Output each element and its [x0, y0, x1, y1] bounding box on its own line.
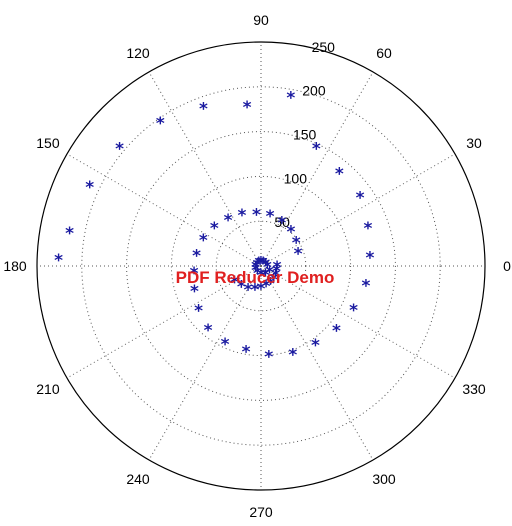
data-point: *: [192, 247, 201, 267]
radial-gridline: [260, 265, 456, 379]
radial-gridline: [260, 153, 456, 267]
data-point: *: [365, 248, 374, 268]
radius-tick-label: 200: [302, 83, 326, 99]
radial-gridline: [148, 71, 262, 267]
data-point: *: [190, 282, 199, 302]
data-point: *: [266, 274, 275, 294]
data-point: *: [257, 280, 266, 300]
data-point: *: [243, 98, 252, 118]
data-point: *: [263, 258, 272, 278]
concentric-gridline: [215, 220, 307, 312]
watermark-text: PDF Reducer Demo: [176, 268, 335, 287]
data-point: *: [312, 139, 321, 159]
data-point: *: [269, 271, 278, 291]
data-point: *: [115, 139, 124, 159]
radius-tick-label: 250: [312, 39, 336, 55]
data-point: *: [287, 222, 296, 242]
angle-tick-label: 150: [36, 135, 60, 151]
data-point: *: [210, 219, 219, 239]
data-series: *************************************** *…: [54, 89, 374, 368]
radial-gridline: [260, 265, 374, 461]
angle-tick-label: 210: [36, 381, 60, 397]
data-point: *: [265, 263, 274, 283]
data-point: *: [204, 321, 213, 341]
data-point: *: [244, 281, 253, 301]
data-point: *: [362, 277, 371, 297]
data-point: *: [273, 258, 282, 278]
data-point: *: [85, 178, 94, 198]
radial-gridline: [66, 265, 262, 379]
radial-gridline: [148, 265, 262, 461]
data-point: *: [257, 254, 266, 274]
data-point: *: [221, 335, 230, 355]
data-point: *: [363, 219, 372, 239]
angle-tick-label: 300: [372, 471, 396, 487]
data-point: *: [266, 207, 275, 227]
data-point: *: [237, 278, 246, 298]
angle-tick-label: 330: [462, 381, 486, 397]
data-point: *: [356, 189, 365, 209]
data-point: *: [288, 346, 297, 366]
polar-grid: [36, 41, 486, 491]
data-point: *: [254, 254, 263, 274]
data-point: *: [156, 114, 165, 134]
angle-tick-label: 30: [466, 135, 482, 151]
radial-gridline: [260, 71, 374, 267]
data-point: *: [251, 258, 260, 278]
data-point: *: [271, 267, 280, 287]
data-point: *: [349, 301, 358, 321]
data-point: *: [252, 205, 261, 225]
concentric-gridline: [170, 175, 352, 357]
data-point: *: [251, 281, 260, 301]
data-point: *: [230, 273, 239, 293]
data-point: *: [190, 264, 199, 284]
data-point: *: [224, 211, 233, 231]
radial-gridline: [66, 153, 262, 267]
data-point: *: [253, 264, 262, 284]
angle-tick-label: 240: [126, 471, 150, 487]
data-point: *: [257, 266, 266, 286]
data-point: *: [194, 302, 203, 322]
data-point: *: [251, 261, 260, 281]
radius-tick-label: 50: [274, 214, 290, 230]
angle-tick-label: 180: [3, 258, 27, 274]
data-point: *: [272, 262, 281, 282]
outer-circle: [36, 41, 486, 491]
data-point: *: [261, 255, 270, 275]
data-point: *: [286, 89, 295, 109]
angle-tick-label: 270: [249, 504, 273, 520]
data-point: *: [259, 254, 268, 274]
radius-tick-label: 150: [293, 127, 317, 143]
data-point: *: [253, 256, 262, 276]
data-point: *: [294, 245, 303, 265]
data-point: *: [264, 347, 273, 367]
data-point: *: [199, 100, 208, 120]
concentric-gridline: [81, 86, 441, 446]
data-point: *: [311, 336, 320, 356]
data-point: *: [199, 231, 208, 251]
data-point: *: [238, 206, 247, 226]
data-point: *: [292, 233, 301, 253]
data-point: *: [262, 277, 271, 297]
radius-tick-label: 100: [284, 170, 308, 186]
data-point: *: [335, 165, 344, 185]
data-point: *: [54, 251, 63, 271]
angle-tick-labels: 0 30 60 90 120 150 180 210 240 270 300 330: [3, 12, 511, 520]
data-point: *: [261, 266, 270, 286]
angle-tick-label: 90: [253, 12, 269, 28]
angle-tick-label: 60: [376, 45, 392, 61]
data-point: *: [65, 224, 74, 244]
data-point: *: [332, 321, 341, 341]
angle-tick-label: 120: [126, 45, 150, 61]
angle-tick-label: 0: [503, 258, 511, 274]
radius-tick-labels: 50 100 150 200 250: [274, 39, 335, 230]
concentric-gridline: [126, 131, 396, 401]
data-point: *: [277, 213, 286, 233]
data-point: *: [242, 343, 251, 363]
